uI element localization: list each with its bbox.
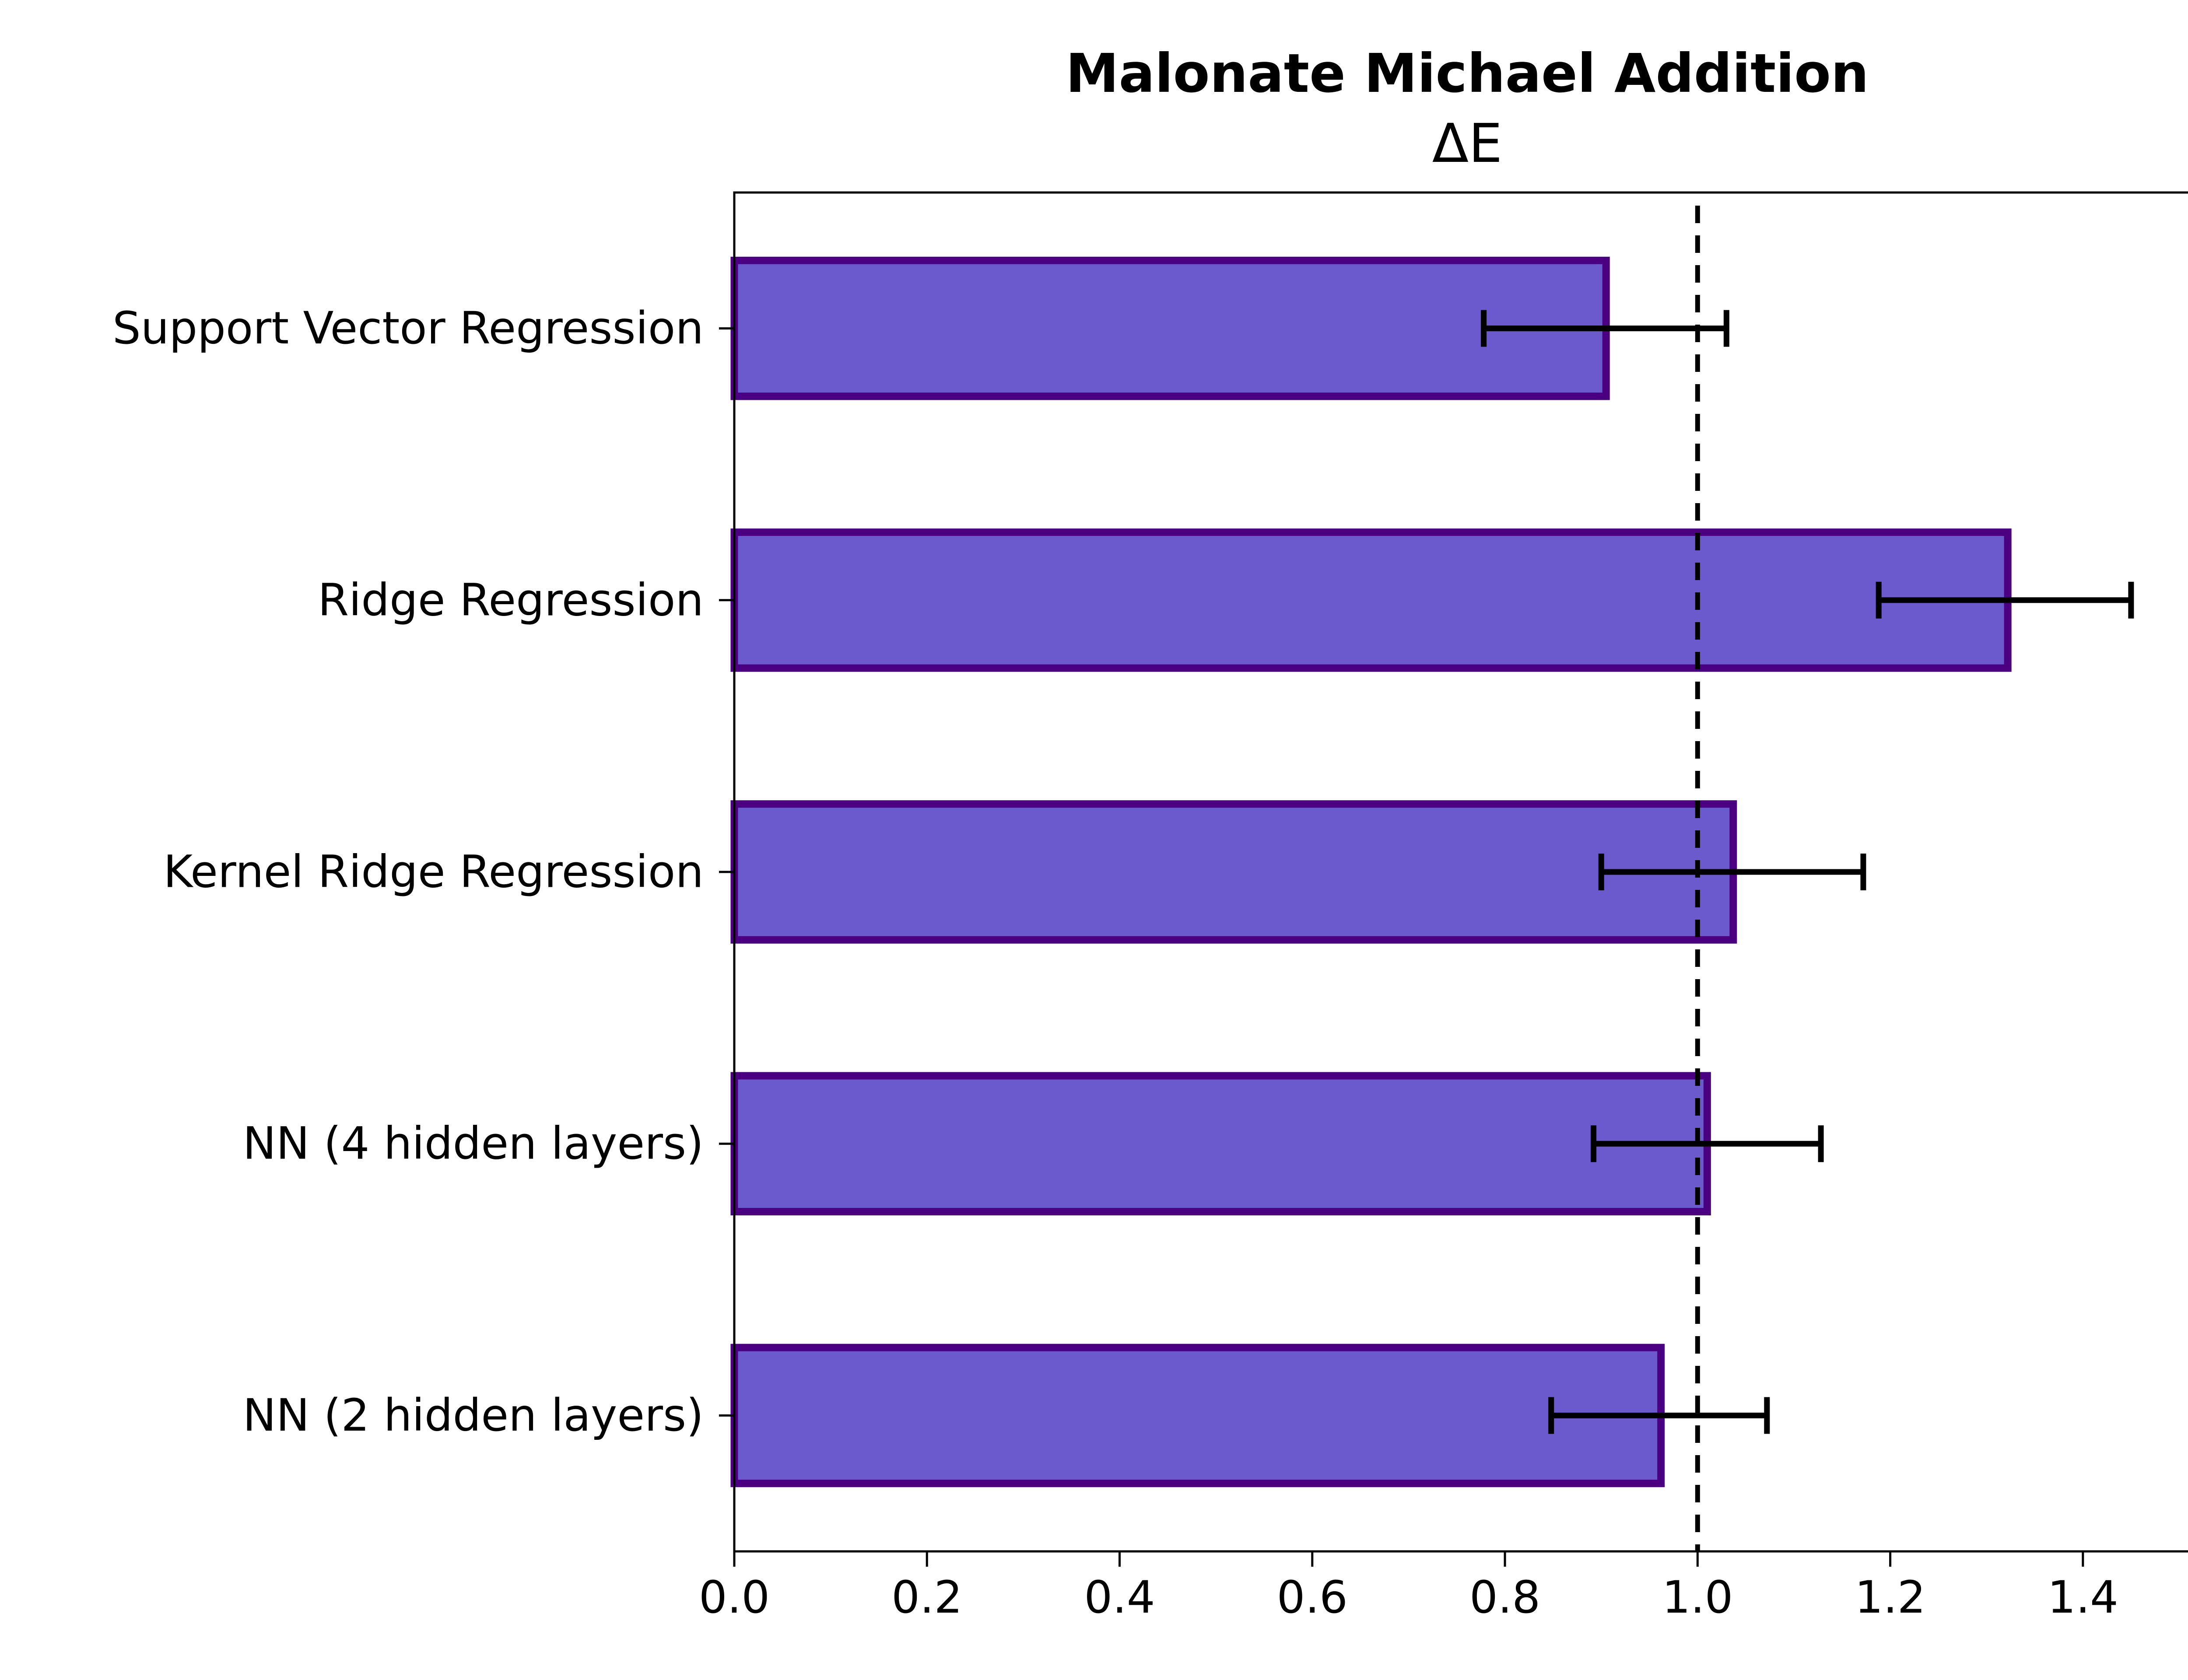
x-tick-label: 0.6 xyxy=(1277,1572,1348,1624)
x-ticks-layer: 0.0 0.2 0.4 0.6 0.8 1.0 1.2 1.4 xyxy=(699,1551,2118,1624)
x-tick-label: 0.4 xyxy=(1084,1572,1155,1624)
y-tick-label: Ridge Regression xyxy=(318,574,704,626)
bar xyxy=(730,800,1737,944)
x-tick-label: 1.2 xyxy=(1855,1572,1925,1624)
x-tick-label: 1.0 xyxy=(1662,1572,1733,1624)
error-bars-layer xyxy=(1481,310,2134,1434)
chart-subtitle: ΔE xyxy=(1432,112,1503,175)
x-tick-label: 0.0 xyxy=(699,1572,770,1624)
y-tick-label: NN (2 hidden layers) xyxy=(243,1390,704,1442)
x-tick-label: 0.8 xyxy=(1469,1572,1540,1624)
y-tick-label: Support Vector Regression xyxy=(112,302,704,354)
bar xyxy=(730,1072,1711,1215)
y-tick-label: Kernel Ridge Regression xyxy=(163,846,704,898)
x-tick-label: 0.2 xyxy=(891,1572,962,1624)
chart-title: Malonate Michael Addition xyxy=(1066,42,1869,105)
bar xyxy=(730,1344,1665,1488)
y-tick-label: NN (4 hidden layers) xyxy=(243,1118,704,1170)
bar xyxy=(730,256,1610,400)
y-ticks-layer: Support Vector Regression Ridge Regressio… xyxy=(112,302,734,1442)
bar xyxy=(730,528,2012,672)
bars-layer xyxy=(730,256,2012,1488)
x-tick-label: 1.4 xyxy=(2048,1572,2118,1624)
